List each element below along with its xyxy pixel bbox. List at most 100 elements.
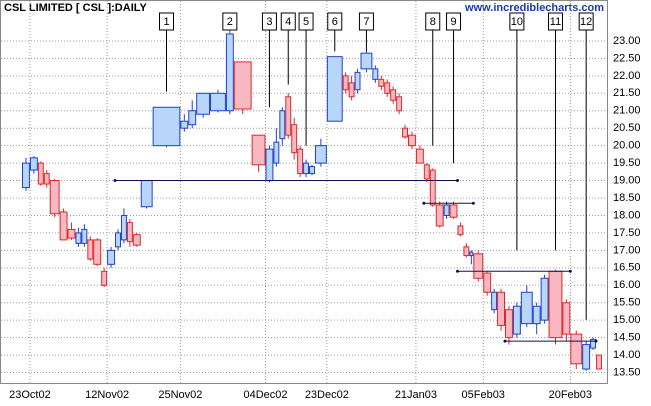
y-tick-label: 17.00 [613, 244, 641, 256]
level-end [594, 339, 598, 343]
candle-body [87, 239, 94, 260]
candle-body [152, 106, 181, 147]
candle-body [314, 145, 327, 164]
candle-body [532, 305, 541, 325]
annotation-label: 11 [550, 16, 561, 28]
candle-body [81, 228, 88, 244]
candle-body [210, 92, 226, 112]
candle-body [429, 169, 436, 206]
source-label: www.incrediblecharts.com [464, 2, 604, 14]
y-tick-label: 21.00 [613, 105, 641, 117]
y-tick-label: 22.50 [613, 52, 641, 64]
candle-body [342, 75, 349, 91]
candle-body [449, 204, 458, 218]
annotation-box [298, 12, 314, 31]
annotation-label: 12 [580, 16, 592, 28]
candle-body [548, 270, 563, 339]
candle-body [348, 82, 355, 98]
candle-body [384, 82, 391, 94]
annotation-label: 2 [227, 16, 233, 28]
candle-body [540, 277, 549, 321]
candle-body [443, 204, 450, 216]
candle-body [491, 291, 498, 311]
y-tick-label: 13.50 [613, 366, 641, 378]
x-tick-label: 20Feb03 [549, 389, 592, 401]
level-end [568, 269, 572, 273]
candle-body [75, 232, 82, 244]
candle-body [37, 162, 44, 185]
candle-body [180, 120, 189, 129]
candle-body [520, 291, 533, 325]
candle-body [59, 211, 68, 241]
candle-body [378, 78, 385, 87]
annotation-box [578, 12, 594, 31]
candle-body [43, 173, 50, 185]
annotation-label: 3 [266, 16, 272, 28]
candle-body [285, 96, 292, 136]
x-tick-label: 23Dec02 [305, 389, 349, 401]
candle-body [225, 33, 234, 112]
annotation-box [425, 12, 441, 31]
y-tick-label: 19.00 [613, 174, 641, 186]
y-tick-label: 14.50 [613, 332, 641, 344]
candle-body [457, 225, 464, 236]
annotation-box [358, 12, 374, 31]
level-end [422, 201, 426, 205]
y-tick-label: 19.50 [613, 157, 641, 169]
annotation-label: 1 [163, 16, 169, 28]
candle-body [582, 344, 591, 370]
y-tick-label: 20.00 [613, 140, 641, 152]
level-end [455, 179, 459, 183]
candle-body [120, 214, 127, 241]
annotation-box [547, 12, 563, 31]
candle-body [390, 89, 397, 101]
y-tick-label: 17.50 [613, 227, 641, 239]
y-tick-label: 20.50 [613, 122, 641, 134]
annotation-label: 8 [430, 16, 436, 28]
candle-body [93, 239, 102, 265]
candle-body [188, 110, 197, 126]
level-end [471, 201, 475, 205]
candle-body [279, 110, 286, 140]
candle-body [49, 180, 60, 215]
candle-body [67, 228, 76, 239]
annotation-box [261, 12, 277, 31]
candle-body [590, 338, 597, 349]
x-tick-label: 21Jan03 [395, 389, 437, 401]
annotation-label: 9 [450, 16, 456, 28]
x-tick-label: 05Feb03 [462, 389, 505, 401]
chart-title: CSL LIMITED [ CSL ]:DAILY [4, 2, 147, 14]
candle-body [402, 127, 409, 138]
annotation-box [222, 12, 238, 31]
candle-body [233, 61, 252, 110]
level-end [455, 269, 459, 273]
y-tick-label: 22.00 [613, 70, 641, 82]
annotation-label: 4 [285, 16, 291, 28]
y-tick-label: 18.50 [613, 192, 641, 204]
annotation-box [446, 12, 462, 31]
candle-body [435, 204, 444, 227]
candle-body [408, 134, 416, 147]
candle-body [303, 162, 310, 175]
candle-body [140, 180, 153, 208]
candle-body [497, 291, 506, 326]
candle-body [423, 164, 430, 180]
candle-body [396, 96, 403, 112]
candle-body [309, 166, 315, 175]
candle-body [512, 305, 521, 335]
candle-body [101, 270, 108, 286]
candle-body [596, 354, 603, 370]
level-end [503, 339, 507, 343]
candle-body [473, 253, 484, 279]
candle-body [469, 251, 474, 257]
y-tick-label: 16.50 [613, 262, 641, 274]
candle-body [29, 157, 38, 171]
y-tick-label: 15.00 [613, 314, 641, 326]
annotation-box [159, 12, 175, 31]
candle-body [562, 302, 571, 335]
candle-body [372, 68, 379, 80]
candle-body [291, 124, 298, 154]
candle-body [326, 56, 343, 122]
annotation-label: 10 [511, 16, 523, 28]
candle-body [107, 249, 116, 265]
